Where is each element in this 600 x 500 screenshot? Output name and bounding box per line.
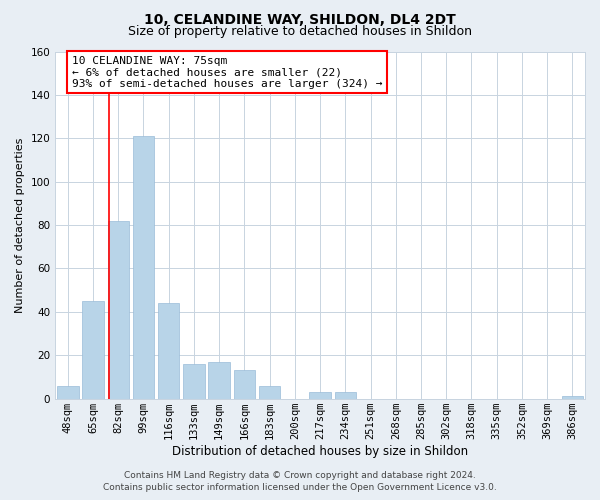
Bar: [310, 392, 331, 398]
Bar: [335, 392, 356, 398]
Text: 10, CELANDINE WAY, SHILDON, DL4 2DT: 10, CELANDINE WAY, SHILDON, DL4 2DT: [144, 12, 456, 26]
Bar: [259, 386, 280, 398]
Bar: [233, 370, 255, 398]
Bar: [82, 301, 104, 398]
Text: Size of property relative to detached houses in Shildon: Size of property relative to detached ho…: [128, 25, 472, 38]
Bar: [133, 136, 154, 398]
Bar: [208, 362, 230, 399]
Bar: [57, 386, 79, 398]
X-axis label: Distribution of detached houses by size in Shildon: Distribution of detached houses by size …: [172, 444, 468, 458]
Bar: [107, 220, 129, 398]
Y-axis label: Number of detached properties: Number of detached properties: [15, 138, 25, 313]
Bar: [183, 364, 205, 398]
Bar: [562, 396, 583, 398]
Bar: [158, 303, 179, 398]
Text: 10 CELANDINE WAY: 75sqm
← 6% of detached houses are smaller (22)
93% of semi-det: 10 CELANDINE WAY: 75sqm ← 6% of detached…: [71, 56, 382, 89]
Text: Contains HM Land Registry data © Crown copyright and database right 2024.
Contai: Contains HM Land Registry data © Crown c…: [103, 471, 497, 492]
